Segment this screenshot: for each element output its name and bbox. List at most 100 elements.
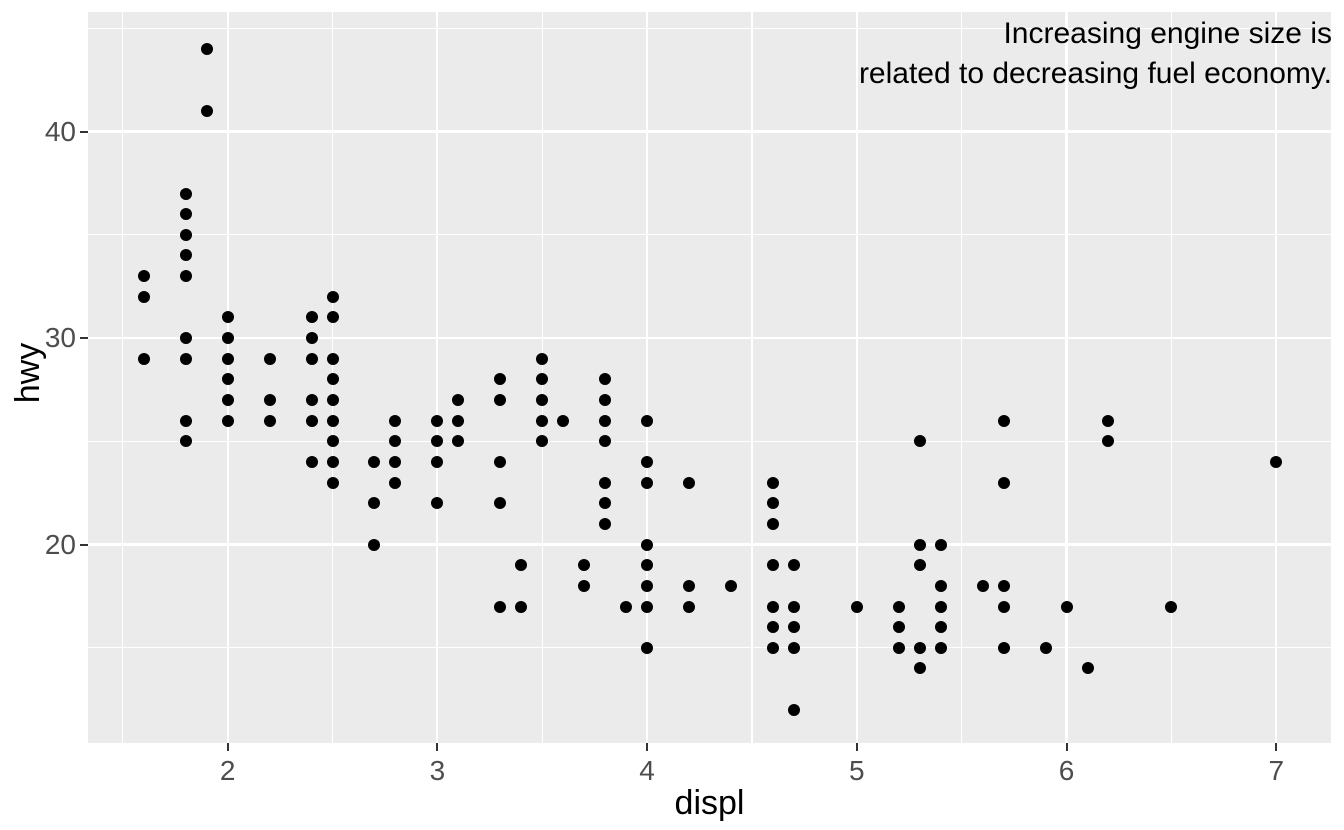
x-tick-label: 5: [849, 755, 865, 786]
major-gridline-horizontal: [88, 543, 1331, 546]
data-point: [221, 373, 234, 386]
data-point: [200, 42, 213, 55]
x-tick-label: 4: [639, 755, 655, 786]
data-point: [913, 559, 926, 572]
data-point: [641, 600, 654, 613]
y-tick-mark: [80, 543, 88, 546]
data-point: [137, 290, 150, 303]
data-point: [766, 621, 779, 634]
data-point: [997, 476, 1010, 489]
data-point: [389, 414, 402, 427]
data-point: [494, 497, 507, 510]
data-point: [221, 414, 234, 427]
data-point: [1081, 662, 1094, 675]
data-point: [389, 476, 402, 489]
x-tick-label: 7: [1268, 755, 1285, 786]
data-point: [787, 600, 800, 613]
data-point: [305, 311, 318, 324]
data-point: [137, 352, 150, 365]
plot-title-line-1: Increasing engine size is: [1003, 17, 1332, 50]
y-axis-title: hwy: [9, 342, 47, 403]
data-point: [263, 352, 276, 365]
data-point: [179, 249, 192, 262]
data-point: [599, 517, 612, 530]
minor-gridline-horizontal: [88, 234, 1331, 236]
data-point: [766, 559, 779, 572]
data-point: [179, 270, 192, 283]
data-point: [536, 414, 549, 427]
data-point: [913, 662, 926, 675]
x-tick-label: 2: [219, 755, 236, 786]
data-point: [766, 600, 779, 613]
data-point: [536, 373, 549, 386]
x-tick-mark: [1065, 743, 1068, 751]
data-point: [1165, 600, 1178, 613]
data-point: [1102, 435, 1115, 448]
data-point: [305, 352, 318, 365]
data-point: [452, 414, 465, 427]
data-point: [683, 476, 696, 489]
data-point: [599, 476, 612, 489]
data-point: [620, 600, 633, 613]
data-point: [326, 352, 339, 365]
data-point: [431, 455, 444, 468]
data-point: [599, 435, 612, 448]
data-point: [787, 621, 800, 634]
data-point: [997, 641, 1010, 654]
major-gridline-vertical: [1065, 12, 1068, 743]
y-tick-label: 20: [44, 528, 76, 560]
data-point: [326, 290, 339, 303]
data-point: [221, 311, 234, 324]
data-point: [326, 414, 339, 427]
data-point: [389, 435, 402, 448]
data-point: [326, 476, 339, 489]
y-tick-label: 30: [44, 322, 76, 354]
data-point: [1270, 455, 1283, 468]
data-point: [641, 455, 654, 468]
data-point: [179, 332, 192, 345]
data-point: [976, 579, 989, 592]
x-tick-mark: [436, 743, 439, 751]
data-point: [326, 394, 339, 406]
data-point: [934, 579, 947, 592]
data-point: [892, 621, 905, 634]
data-point: [997, 600, 1010, 613]
data-point: [913, 538, 926, 551]
x-tick-mark: [1275, 743, 1278, 751]
data-point: [578, 559, 591, 572]
data-point: [599, 414, 612, 427]
data-point: [221, 332, 234, 345]
data-point: [641, 641, 654, 654]
y-tick-label: 40: [44, 115, 76, 147]
minor-gridline-vertical: [122, 12, 124, 743]
data-point: [787, 559, 800, 572]
data-point: [368, 538, 381, 551]
minor-gridline-horizontal: [88, 647, 1331, 649]
data-point: [200, 104, 213, 117]
data-point: [326, 455, 339, 468]
data-point: [536, 352, 549, 365]
data-point: [599, 497, 612, 510]
data-point: [892, 641, 905, 654]
data-point: [641, 579, 654, 592]
data-point: [724, 579, 737, 592]
minor-gridline-vertical: [961, 12, 963, 743]
major-gridline-vertical: [646, 12, 649, 743]
data-point: [683, 579, 696, 592]
major-gridline-vertical: [436, 12, 439, 743]
data-point: [389, 455, 402, 468]
data-point: [641, 414, 654, 427]
data-point: [850, 600, 863, 613]
minor-gridline-vertical: [751, 12, 753, 743]
y-tick-mark: [80, 130, 88, 133]
major-gridline-horizontal: [88, 130, 1331, 133]
minor-gridline-horizontal: [88, 27, 1331, 29]
data-point: [787, 703, 800, 716]
data-point: [934, 600, 947, 613]
data-point: [326, 435, 339, 448]
data-point: [431, 497, 444, 510]
data-point: [179, 435, 192, 448]
data-point: [452, 394, 465, 406]
data-point: [997, 579, 1010, 592]
plot-title-line-2: related to decreasing fuel economy.: [858, 57, 1332, 90]
